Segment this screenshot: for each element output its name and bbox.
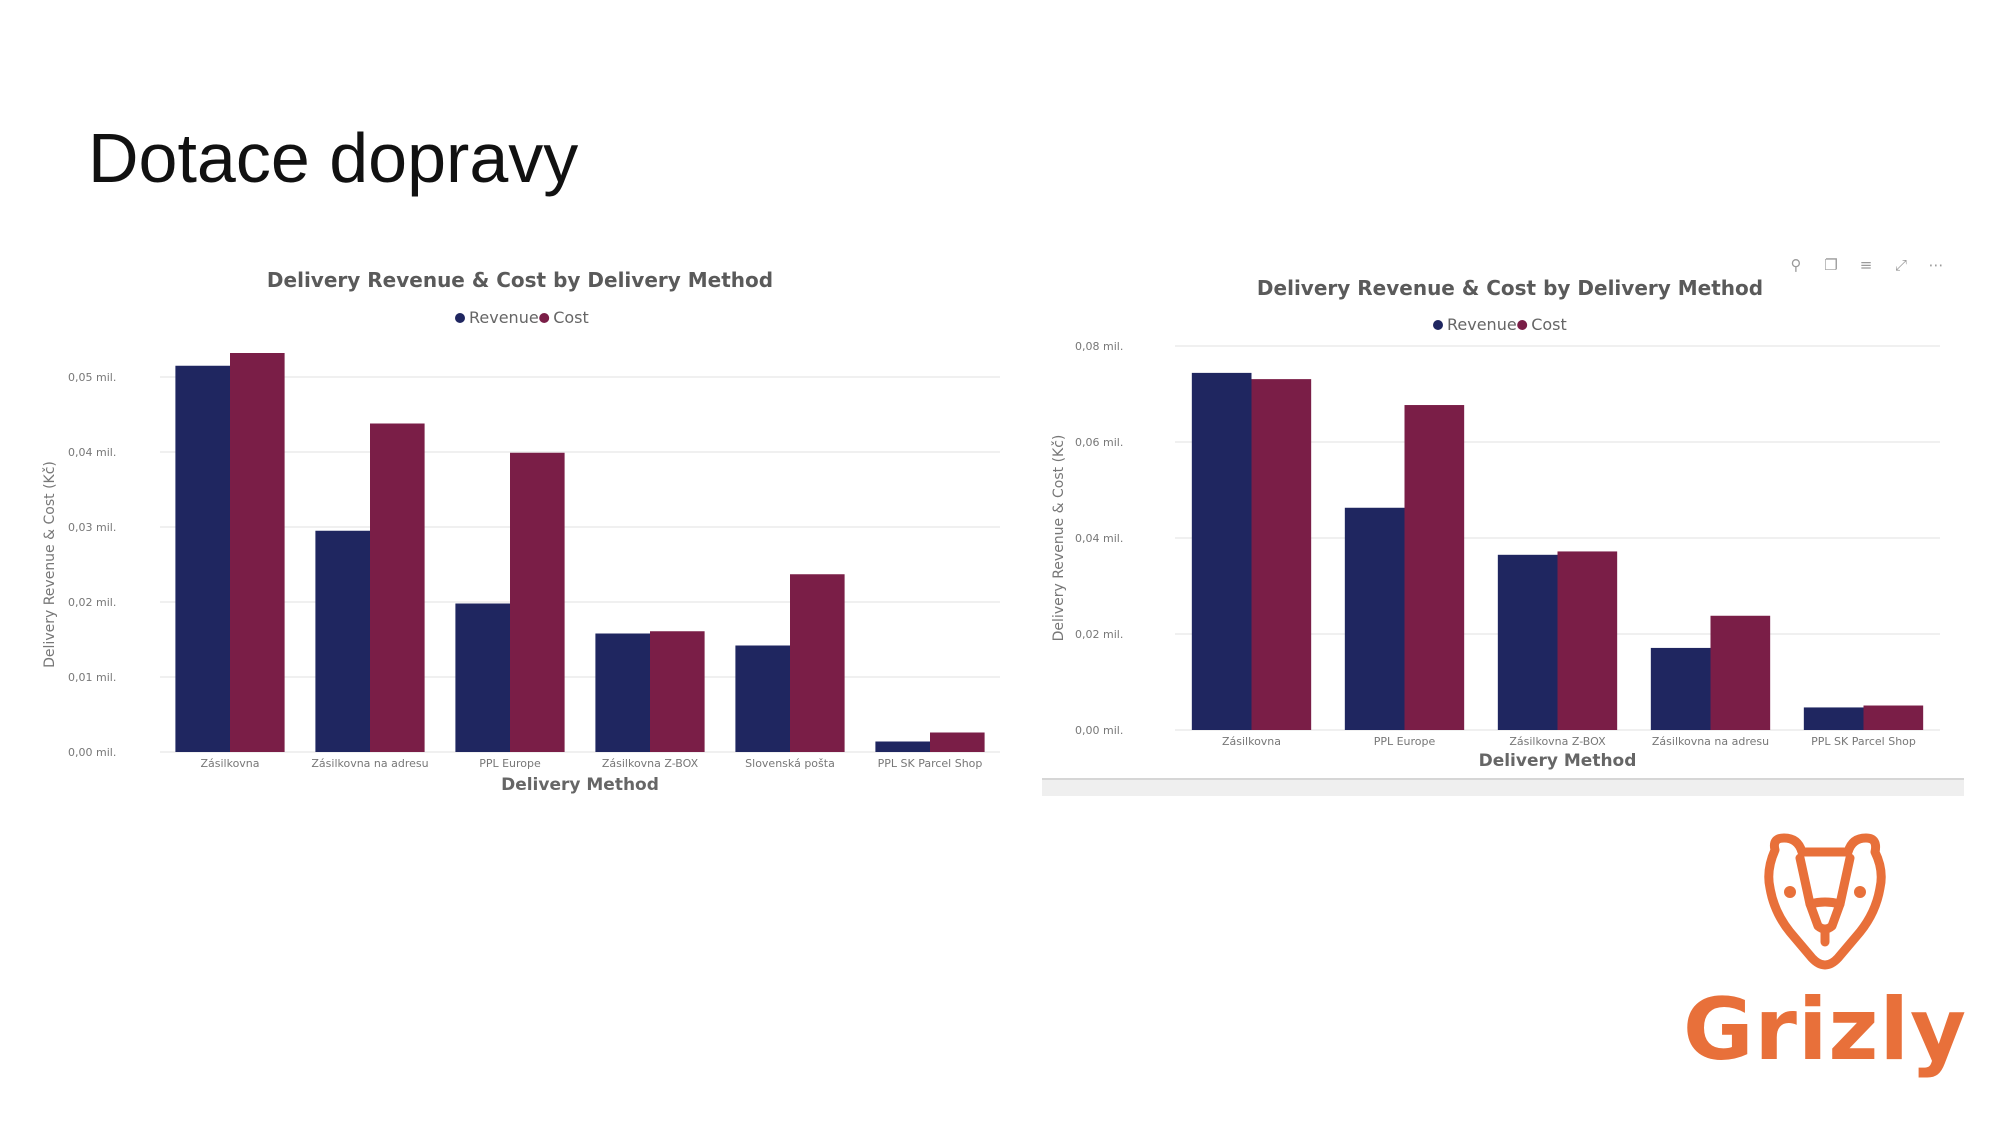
- bear-head-icon: [1764, 833, 1886, 970]
- y-tick-label: 0,02 mil.: [68, 596, 116, 609]
- bar-revenue[interactable]: [315, 530, 370, 752]
- legend-marker-revenue: [1433, 320, 1443, 330]
- bar-cost[interactable]: [930, 732, 985, 753]
- legend-marker-revenue: [455, 313, 465, 323]
- legend-label-revenue[interactable]: Revenue: [469, 308, 539, 327]
- bar-cost[interactable]: [370, 423, 425, 753]
- y-tick-label: 0,02 mil.: [1075, 628, 1123, 641]
- bar-revenue[interactable]: [1344, 507, 1405, 730]
- y-tick-label: 0,06 mil.: [1075, 436, 1123, 449]
- y-tick-label: 0,08 mil.: [1075, 340, 1123, 353]
- y-axis-title: Delivery Revenue & Cost (Kč): [1051, 435, 1067, 642]
- x-axis-title: Delivery Method: [501, 775, 659, 795]
- x-category-label: PPL Europe: [479, 757, 541, 770]
- x-category-label: Zásilkovna Z-BOX: [602, 757, 699, 770]
- filter-icon[interactable]: ≡: [1860, 256, 1873, 274]
- bar-revenue[interactable]: [1497, 554, 1558, 730]
- y-tick-label: 0,04 mil.: [68, 446, 116, 459]
- y-axis-title: Delivery Revenue & Cost (Kč): [42, 461, 58, 668]
- bar-cost[interactable]: [1863, 705, 1924, 730]
- legend-label-cost[interactable]: Cost: [553, 308, 589, 327]
- more-options-icon[interactable]: ⋯: [1929, 256, 1944, 274]
- bar-cost[interactable]: [1710, 615, 1771, 730]
- slide-title: Dotace dopravy: [88, 119, 579, 197]
- bar-revenue[interactable]: [1803, 707, 1864, 730]
- chart-title: Delivery Revenue & Cost by Delivery Meth…: [1257, 276, 1763, 300]
- x-category-label: Zásilkovna na adresu: [1652, 735, 1769, 748]
- bar-cost[interactable]: [230, 353, 285, 752]
- legend-marker-cost: [1517, 320, 1528, 330]
- x-category-label: Zásilkovna Z-BOX: [1509, 735, 1606, 748]
- y-tick-label: 0,05 mil.: [68, 371, 116, 384]
- bar-cost[interactable]: [1251, 379, 1312, 730]
- chart-title: Delivery Revenue & Cost by Delivery Meth…: [267, 268, 773, 292]
- y-tick-label: 0,04 mil.: [1075, 532, 1123, 545]
- bar-cost[interactable]: [790, 574, 845, 752]
- bar-revenue[interactable]: [735, 645, 790, 753]
- bar-revenue[interactable]: [595, 633, 650, 753]
- y-tick-label: 0,00 mil.: [1075, 724, 1123, 737]
- pin-icon[interactable]: ⚲: [1791, 256, 1802, 274]
- x-category-label: PPL Europe: [1374, 735, 1436, 748]
- y-tick-label: 0,03 mil.: [68, 521, 116, 534]
- x-category-label: Zásilkovna na adresu: [311, 757, 428, 770]
- bar-cost[interactable]: [1404, 405, 1465, 730]
- logo-wordmark: Grizly: [1682, 980, 1968, 1080]
- legend-label-revenue[interactable]: Revenue: [1447, 315, 1517, 334]
- y-tick-label: 0,00 mil.: [68, 746, 116, 759]
- legend-marker-cost: [539, 313, 550, 323]
- x-category-label: PPL SK Parcel Shop: [878, 757, 983, 770]
- y-tick-label: 0,01 mil.: [68, 671, 116, 684]
- legend-label-cost[interactable]: Cost: [1531, 315, 1567, 334]
- bar-revenue[interactable]: [455, 603, 510, 753]
- x-axis-title: Delivery Method: [1479, 751, 1637, 771]
- focus-mode-icon[interactable]: ⤢: [1895, 256, 1908, 274]
- x-category-label: Slovenská pošta: [745, 757, 835, 770]
- chart-left: Delivery Revenue & Cost by Delivery Meth…: [30, 262, 1010, 802]
- bar-revenue[interactable]: [1650, 647, 1711, 730]
- x-category-label: Zásilkovna: [200, 757, 259, 770]
- x-category-label: Zásilkovna: [1222, 735, 1281, 748]
- chart-right-svg: Delivery Revenue & Cost by Delivery Meth…: [1051, 256, 1944, 771]
- copy-icon[interactable]: ❐: [1824, 256, 1837, 274]
- x-category-label: PPL SK Parcel Shop: [1811, 735, 1916, 748]
- bar-cost[interactable]: [510, 452, 565, 752]
- bar-revenue[interactable]: [875, 741, 930, 753]
- grizly-logo: Grizly: [1680, 830, 1970, 1090]
- chart-left-svg: Delivery Revenue & Cost by Delivery Meth…: [42, 268, 1000, 795]
- bar-cost[interactable]: [650, 631, 705, 752]
- bar-cost[interactable]: [1557, 551, 1618, 730]
- visual-panel-footer: [1042, 778, 1964, 796]
- bar-revenue[interactable]: [175, 365, 230, 752]
- chart-right: Delivery Revenue & Cost by Delivery Meth…: [1040, 248, 1960, 794]
- bar-revenue[interactable]: [1191, 372, 1252, 730]
